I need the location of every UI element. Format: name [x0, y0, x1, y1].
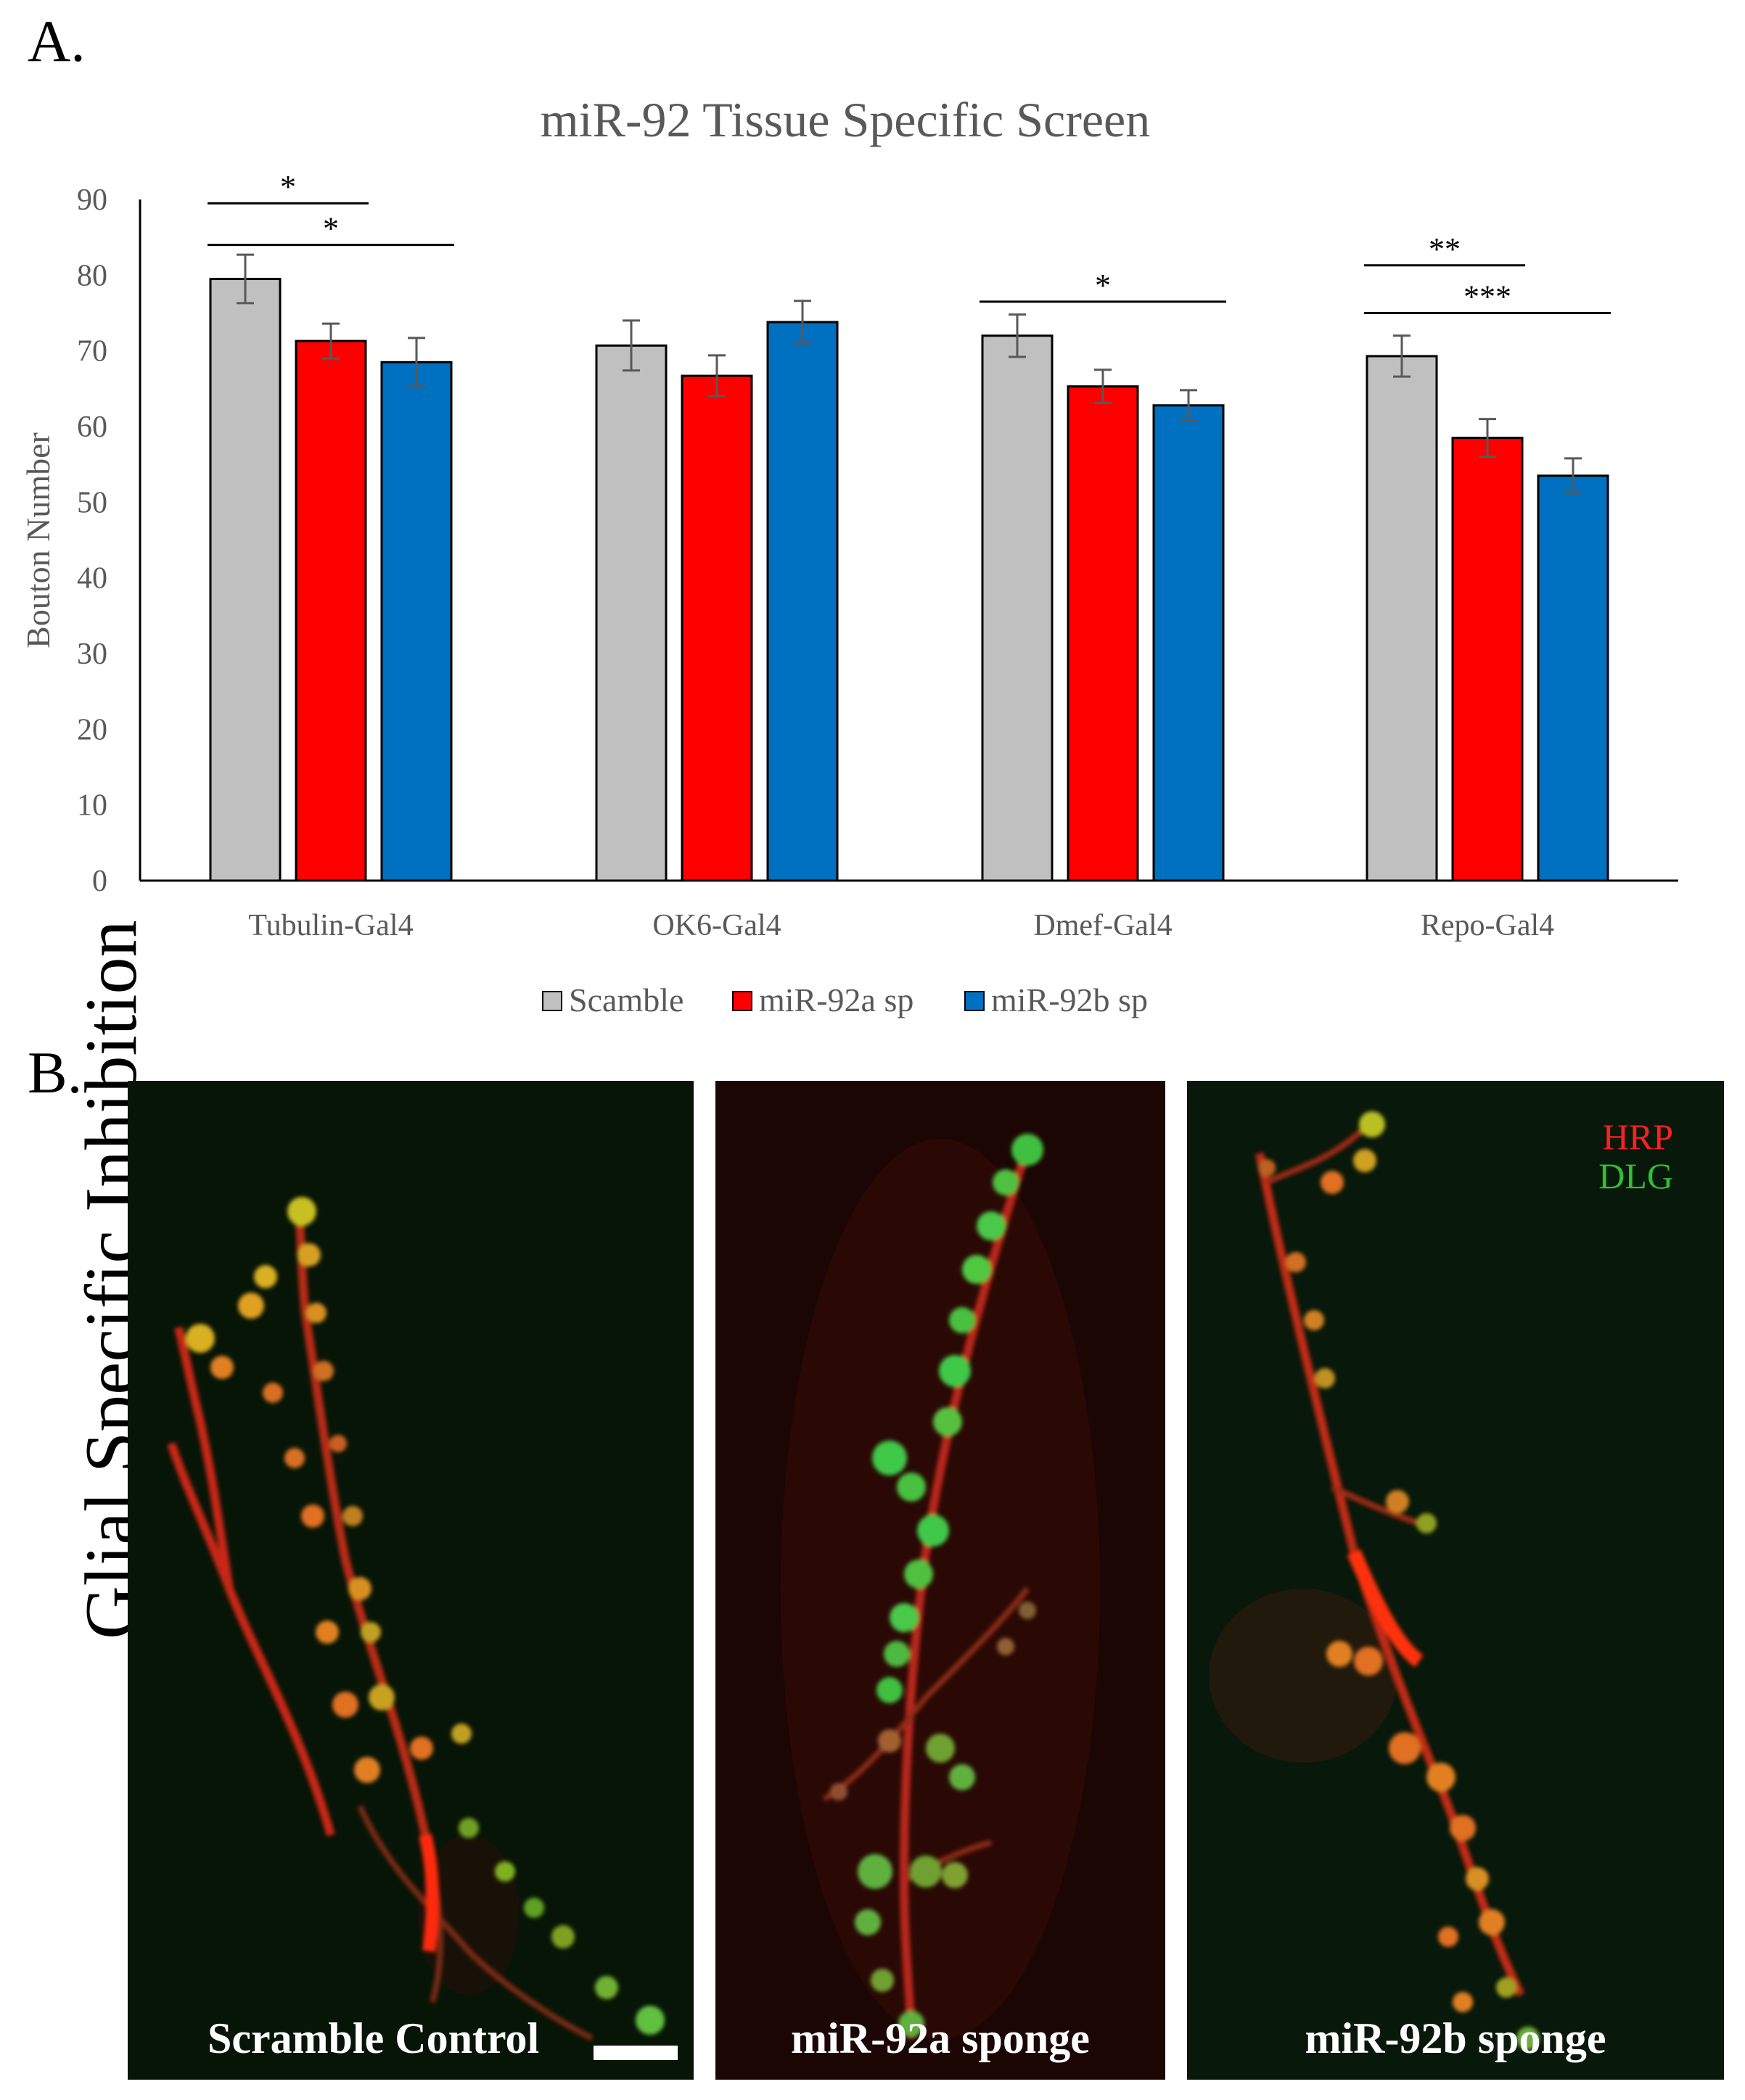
- error-bar: [623, 319, 640, 372]
- legend-label: Scamble: [569, 981, 683, 1018]
- y-tick-label: 10: [77, 789, 107, 823]
- significance-markers: ********: [208, 169, 1611, 315]
- y-tick-label: 0: [92, 865, 107, 898]
- legend-item: miR-92b sp: [964, 981, 1148, 1018]
- y-tick-label: 70: [77, 335, 107, 368]
- error-bar: [1564, 457, 1582, 495]
- significance-label: *: [323, 211, 339, 247]
- bar: [1366, 355, 1438, 882]
- chart-title: miR-92 Tissue Specific Screen: [541, 92, 1151, 147]
- x-tick-label: Dmef-Gal4: [1033, 909, 1172, 942]
- y-tick-label: 60: [77, 411, 107, 444]
- bar: [380, 361, 453, 882]
- scale-bar: [594, 2046, 678, 2060]
- error-bar: [1094, 368, 1112, 405]
- x-tick-label: Tubulin-Gal4: [248, 909, 413, 942]
- bar: [1067, 385, 1139, 882]
- bar: [295, 339, 367, 882]
- stain-label-dlg: DLG: [1598, 1156, 1673, 1196]
- legend-swatch: [732, 991, 752, 1011]
- significance-bracket: **: [1364, 231, 1525, 267]
- bar: [595, 344, 668, 882]
- micrograph-caption: Scramble Control: [208, 2014, 540, 2062]
- bar: [1451, 437, 1524, 882]
- x-tick-label: Repo-Gal4: [1421, 909, 1554, 942]
- error-bar: [322, 322, 340, 360]
- legend-swatch: [542, 991, 562, 1011]
- significance-bracket: ***: [1364, 279, 1611, 315]
- bar: [209, 278, 282, 882]
- bar: [1537, 474, 1609, 882]
- micrograph-caption: miR-92a sponge: [791, 2014, 1090, 2062]
- y-tick-label: 40: [77, 562, 107, 596]
- micrograph-image: [167, 1197, 665, 2041]
- bar: [1152, 404, 1225, 882]
- bar-chart: miR-92 Tissue Specific Screen Bouton Num…: [20, 92, 1678, 1018]
- micrograph-scramble-control: Scramble Control: [128, 1081, 694, 2080]
- error-bar: [708, 354, 726, 398]
- legend-item: miR-92a sp: [732, 981, 913, 1018]
- x-tick-label: OK6-Gal4: [652, 909, 781, 942]
- panel-a-label: A.: [28, 8, 86, 74]
- panel-b-label: B.: [28, 1039, 83, 1105]
- significance-label: ***: [1463, 279, 1511, 315]
- significance-label: *: [280, 169, 296, 205]
- stain-label-hrp: HRP: [1602, 1116, 1673, 1157]
- y-tick-label: 50: [77, 486, 107, 519]
- error-bar: [794, 300, 811, 345]
- legend-label: miR-92b sp: [991, 981, 1148, 1018]
- significance-bracket: *: [980, 268, 1226, 303]
- error-bar: [1393, 334, 1411, 378]
- error-bars: [237, 253, 1582, 495]
- legend-label: miR-92a sp: [759, 981, 913, 1018]
- y-tick-label: 90: [77, 184, 107, 217]
- error-bar: [237, 253, 254, 305]
- error-bar: [1479, 418, 1496, 458]
- error-bar: [1009, 313, 1026, 358]
- y-tick-label: 80: [77, 259, 107, 292]
- error-bar: [408, 337, 425, 388]
- significance-label: *: [1095, 268, 1111, 303]
- error-bar: [1180, 389, 1197, 422]
- bar: [766, 321, 839, 882]
- bar: [681, 374, 753, 882]
- x-tick-labels: Tubulin-Gal4 OK6-Gal4 Dmef-Gal4 Repo-Gal4: [248, 909, 1554, 942]
- y-tick-label: 20: [77, 713, 107, 746]
- significance-bracket: *: [208, 211, 454, 247]
- y-tick-label: 30: [77, 638, 107, 671]
- bar: [981, 334, 1054, 882]
- micrograph-caption: miR-92b sponge: [1305, 2014, 1606, 2062]
- micrograph-image: [781, 1134, 1100, 2039]
- legend: Scamble miR-92a sp miR-92b sp: [542, 981, 1148, 1018]
- micrograph-mir-92b-sponge: HRP DLG miR-92b sponge: [1187, 1081, 1724, 2080]
- significance-label: **: [1429, 231, 1461, 267]
- y-axis-label: Bouton Number: [20, 432, 57, 648]
- y-ticks: 0 10 20 30 40 50 60 70 80 90: [77, 184, 107, 898]
- micrograph-mir-92a-sponge: miR-92a sponge: [715, 1081, 1165, 2080]
- legend-item: Scamble: [542, 981, 683, 1018]
- significance-bracket: *: [208, 169, 369, 205]
- bars: [209, 278, 1609, 882]
- legend-swatch: [964, 991, 985, 1011]
- micrograph-image: [1209, 1111, 1540, 2050]
